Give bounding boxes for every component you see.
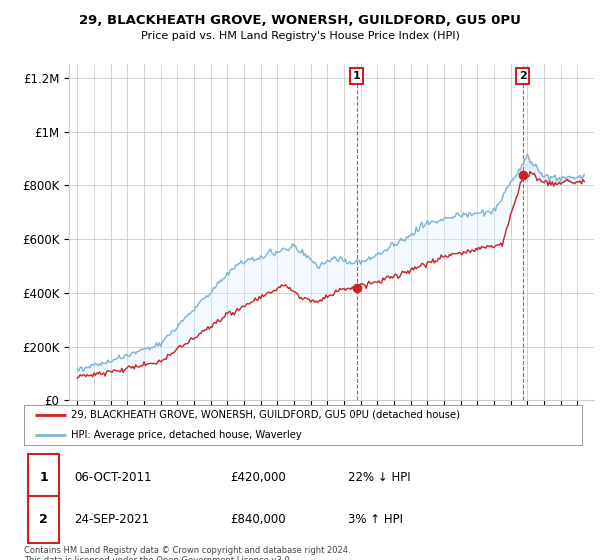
Bar [28, 454, 59, 501]
Text: 1: 1 [40, 471, 48, 484]
Text: £840,000: £840,000 [230, 513, 286, 526]
Bar [28, 496, 59, 543]
Text: 2: 2 [519, 71, 527, 81]
Text: 29, BLACKHEATH GROVE, WONERSH, GUILDFORD, GU5 0PU (detached house): 29, BLACKHEATH GROVE, WONERSH, GUILDFORD… [71, 410, 460, 420]
Text: 06-OCT-2011: 06-OCT-2011 [74, 471, 152, 484]
Text: 22% ↓ HPI: 22% ↓ HPI [347, 471, 410, 484]
Text: 29, BLACKHEATH GROVE, WONERSH, GUILDFORD, GU5 0PU: 29, BLACKHEATH GROVE, WONERSH, GUILDFORD… [79, 14, 521, 27]
Text: 3% ↑ HPI: 3% ↑ HPI [347, 513, 403, 526]
Text: 1: 1 [353, 71, 361, 81]
Text: 2: 2 [40, 513, 48, 526]
Text: HPI: Average price, detached house, Waverley: HPI: Average price, detached house, Wave… [71, 430, 302, 440]
Text: Contains HM Land Registry data © Crown copyright and database right 2024.
This d: Contains HM Land Registry data © Crown c… [24, 546, 350, 560]
Text: Price paid vs. HM Land Registry's House Price Index (HPI): Price paid vs. HM Land Registry's House … [140, 31, 460, 41]
Text: £420,000: £420,000 [230, 471, 286, 484]
Text: 24-SEP-2021: 24-SEP-2021 [74, 513, 149, 526]
